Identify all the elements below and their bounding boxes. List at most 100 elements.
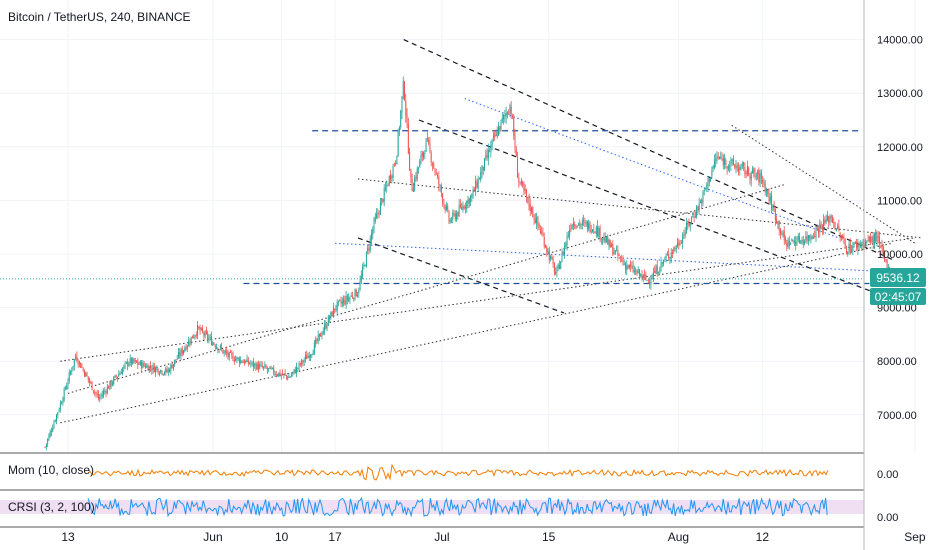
- candle-body: [174, 359, 176, 365]
- candle-body: [142, 362, 144, 369]
- candle-body: [655, 266, 657, 274]
- candle-body: [265, 365, 267, 369]
- candle-body: [150, 365, 152, 368]
- candle-body: [617, 249, 619, 256]
- candle-body: [809, 235, 811, 239]
- candle-body: [663, 261, 665, 264]
- trendlines[interactable]: [60, 39, 923, 424]
- candle-body: [576, 225, 578, 228]
- candle-body: [439, 185, 441, 187]
- candle-body: [763, 181, 765, 184]
- candle-body: [505, 113, 507, 117]
- candle-body: [708, 178, 710, 183]
- candle-body: [346, 295, 348, 300]
- candle-body: [544, 245, 546, 248]
- candle-body: [81, 367, 83, 369]
- candle-body: [859, 244, 861, 246]
- candle-body: [183, 350, 185, 354]
- candle-body: [75, 356, 77, 359]
- candle-body: [161, 370, 163, 374]
- trendline[interactable]: [464, 98, 839, 239]
- candle-body: [277, 375, 279, 377]
- candle-body: [231, 353, 233, 355]
- candle-body: [835, 228, 837, 231]
- candle-body: [532, 207, 534, 217]
- candle-body: [843, 238, 845, 243]
- candle-body: [879, 236, 880, 245]
- horizontal-levels[interactable]: [243, 130, 915, 285]
- candle-body: [317, 334, 319, 342]
- candle-body: [699, 201, 701, 203]
- candle-body: [616, 249, 618, 251]
- trendline[interactable]: [67, 183, 786, 394]
- trendline[interactable]: [60, 242, 893, 424]
- candle-body: [819, 224, 821, 233]
- candle-body: [519, 181, 521, 183]
- candle-body: [646, 280, 648, 282]
- candle-body: [752, 169, 753, 174]
- candle-body: [351, 296, 353, 298]
- candle-body: [548, 251, 550, 260]
- candle-body: [705, 188, 707, 190]
- crsi-label[interactable]: CRSI (3, 2, 100): [8, 500, 95, 514]
- candle-body: [829, 217, 831, 222]
- trendline[interactable]: [418, 119, 908, 306]
- candle-body: [802, 239, 804, 244]
- candle-body: [689, 222, 691, 226]
- candle-body: [130, 357, 132, 364]
- candle-body: [764, 183, 766, 193]
- candle-body: [99, 397, 101, 399]
- candle-body: [371, 233, 372, 240]
- candle-body: [124, 362, 126, 365]
- candle-body: [302, 360, 304, 363]
- candle-body: [104, 390, 106, 392]
- candle-body: [664, 258, 666, 260]
- candle-body: [845, 246, 847, 254]
- trendline[interactable]: [357, 178, 923, 239]
- candle-body: [162, 373, 164, 375]
- candle-body: [832, 217, 834, 223]
- candle-body: [430, 152, 432, 163]
- candle-body: [673, 247, 675, 253]
- candle-body: [580, 224, 582, 226]
- candle-body: [711, 170, 713, 176]
- time-axis[interactable]: 13 Jun 10 17 Jul 15 Aug 12 Sep: [61, 530, 926, 544]
- candle-body: [830, 216, 832, 218]
- candle-body: [720, 156, 722, 158]
- candle-body: [349, 297, 351, 300]
- candle-body: [453, 213, 455, 215]
- candle-body: [801, 239, 803, 241]
- candle-body: [180, 349, 182, 357]
- candle-body: [393, 163, 395, 165]
- candle-body: [746, 166, 748, 175]
- candle-body: [814, 236, 816, 238]
- candle-body: [358, 290, 360, 294]
- candle-body: [805, 236, 807, 240]
- momentum-label[interactable]: Mom (10, close): [8, 463, 94, 477]
- trendline[interactable]: [357, 237, 565, 314]
- candle-body: [565, 243, 567, 247]
- candle-body: [515, 149, 517, 156]
- candle-body: [578, 223, 580, 225]
- candle-body: [226, 350, 228, 354]
- candle-body: [632, 265, 634, 273]
- price-axis[interactable]: 7000.00 8000.00 9000.00 10000.00 11000.00 120…: [877, 35, 923, 422]
- candle-body: [575, 227, 577, 229]
- candle-body: [815, 227, 817, 237]
- candlestick-series: [44, 76, 907, 451]
- candle-body: [857, 243, 859, 250]
- candle-body: [202, 328, 204, 332]
- candle-body: [203, 332, 205, 336]
- candle-body: [464, 206, 466, 208]
- symbol-title[interactable]: Bitcoin / TetherUS, 240, BINANCE: [8, 10, 191, 24]
- candle-body: [691, 217, 693, 222]
- candle-body: [537, 216, 539, 226]
- candle-body: [649, 282, 651, 284]
- candle-body: [423, 151, 425, 158]
- candle-body: [100, 395, 102, 397]
- candle-body: [696, 206, 698, 217]
- trendline[interactable]: [731, 124, 916, 244]
- candle-body: [452, 212, 454, 220]
- candle-body: [70, 371, 72, 374]
